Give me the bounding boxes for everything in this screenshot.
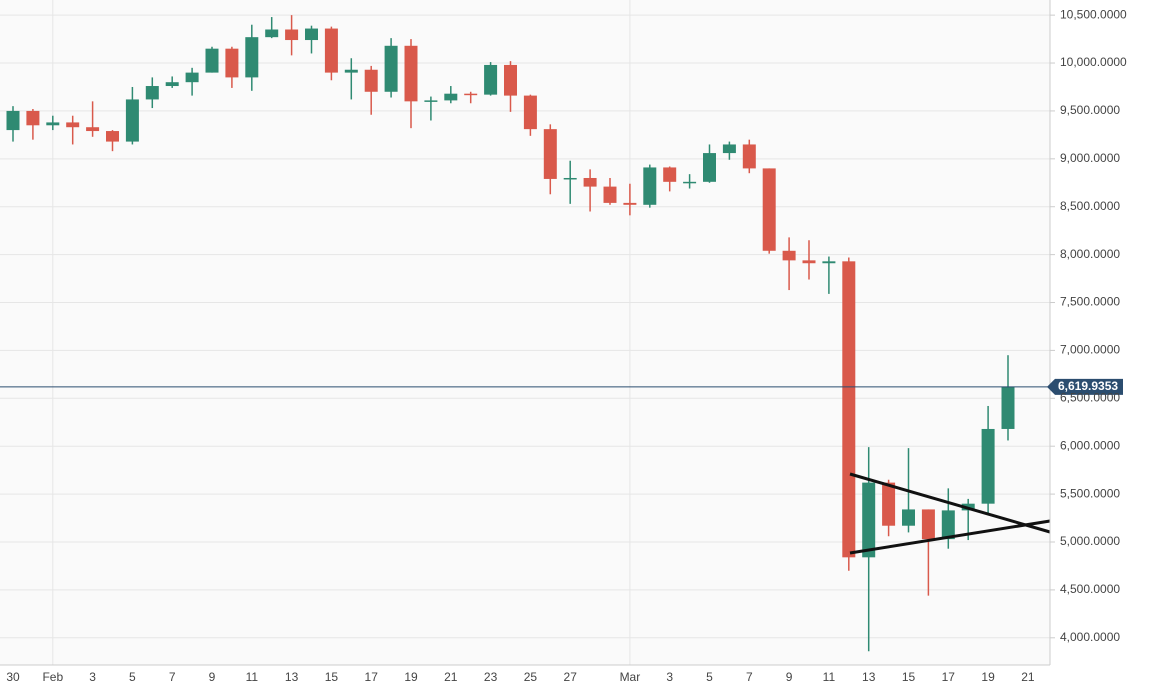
candle-body (802, 260, 816, 264)
candle-body (643, 167, 657, 205)
x-tick-label: 19 (981, 670, 995, 684)
candle-body (404, 45, 418, 102)
y-tick-label: 9,000.0000 (1060, 151, 1120, 165)
candle-body (145, 86, 159, 100)
y-tick-label: 5,000.0000 (1060, 534, 1120, 548)
candle-body (882, 482, 896, 526)
candle-body (902, 509, 915, 526)
candle-body (384, 45, 398, 92)
candle-body (921, 509, 935, 540)
y-tick-label: 6,500.0000 (1060, 390, 1120, 404)
x-tick-label: 15 (902, 670, 916, 684)
candle-body (424, 100, 438, 102)
candle-body (205, 48, 219, 73)
candle-body (86, 127, 100, 132)
candle-body (663, 167, 677, 182)
x-tick-label: 15 (325, 670, 339, 684)
candle-body (444, 93, 458, 101)
x-tick-label: Mar (620, 670, 641, 684)
x-tick-label: 5 (129, 670, 136, 684)
x-tick-label: Feb (42, 670, 63, 684)
candle-body (742, 144, 756, 169)
candle-body (862, 482, 876, 558)
y-tick-label: 4,500.0000 (1060, 582, 1120, 596)
candle-body (66, 122, 80, 128)
candle-body (543, 129, 557, 179)
candle-body (504, 64, 517, 96)
trend-line (849, 472, 1051, 534)
candle-body (265, 29, 279, 38)
x-tick-label: 19 (404, 670, 418, 684)
y-tick-label: 10,500.0000 (1060, 7, 1127, 21)
candle-body (782, 250, 796, 261)
candle-body (1001, 386, 1015, 429)
y-tick-label: 7,500.0000 (1060, 295, 1120, 309)
x-tick-label: 13 (862, 670, 876, 684)
y-tick-label: 8,000.0000 (1060, 247, 1120, 261)
y-tick-label: 7,000.0000 (1060, 343, 1120, 357)
candle-body (106, 131, 119, 142)
candle-body (484, 64, 498, 95)
candle-body (583, 177, 597, 187)
candle-body (225, 48, 239, 78)
candles (6, 15, 1015, 652)
x-tick-label: 9 (209, 670, 216, 684)
candle-body (6, 110, 20, 131)
candle-body (464, 93, 478, 96)
candle-body (523, 95, 537, 130)
candle-body (822, 261, 836, 264)
grid (0, 0, 1050, 665)
candle-body (185, 72, 199, 83)
last-price-box (1047, 378, 1123, 395)
x-tick-label: 13 (285, 670, 299, 684)
candle-body (165, 82, 179, 87)
candle-body (305, 28, 318, 41)
candle-body (125, 99, 139, 142)
candle-body (722, 144, 736, 154)
candle-body (563, 177, 577, 180)
x-tick-label: 25 (524, 670, 538, 684)
x-tick-label: 3 (89, 670, 96, 684)
x-tick-label: 7 (746, 670, 753, 684)
candle-body (683, 181, 697, 184)
y-tick-label: 8,500.0000 (1060, 199, 1120, 213)
x-tick-label: 5 (706, 670, 713, 684)
candle-body (46, 122, 60, 126)
x-tick-label: 7 (169, 670, 176, 684)
x-tick-label: 11 (246, 670, 259, 684)
candle-body (981, 428, 995, 504)
x-tick-label: 11 (823, 670, 836, 684)
y-tick-label: 4,000.0000 (1060, 630, 1120, 644)
last-price-label: 6,619.9353 (1058, 379, 1118, 393)
x-tick-label: 17 (942, 670, 956, 684)
candle-body (344, 69, 358, 73)
candle-body (842, 261, 856, 558)
candle-body (762, 168, 776, 251)
x-tick-label: 17 (365, 670, 379, 684)
candle-body (285, 29, 299, 41)
x-tick-label: 27 (564, 670, 578, 684)
x-tick-label: 23 (484, 670, 498, 684)
y-tick-label: 5,500.0000 (1060, 486, 1120, 500)
x-tick-label: 30 (6, 670, 20, 684)
y-tick-label: 9,500.0000 (1060, 103, 1120, 117)
candle-body (703, 153, 716, 182)
candle-body (941, 510, 955, 540)
overlay: 6,619.9353 (0, 378, 1123, 395)
x-tick-label: 9 (786, 670, 793, 684)
candle-body (603, 186, 617, 203)
candle-body (245, 37, 259, 78)
candle-body (324, 28, 338, 73)
candle-body (364, 69, 378, 92)
candle-body (623, 202, 637, 205)
candle-body (26, 110, 40, 126)
y-tick-label: 6,000.0000 (1060, 438, 1120, 452)
x-tick-label: 3 (666, 670, 673, 684)
trend-line (849, 519, 1051, 555)
x-tick-label: 21 (444, 670, 458, 684)
y-tick-label: 10,000.0000 (1060, 55, 1127, 69)
x-tick-label: 21 (1021, 670, 1035, 684)
